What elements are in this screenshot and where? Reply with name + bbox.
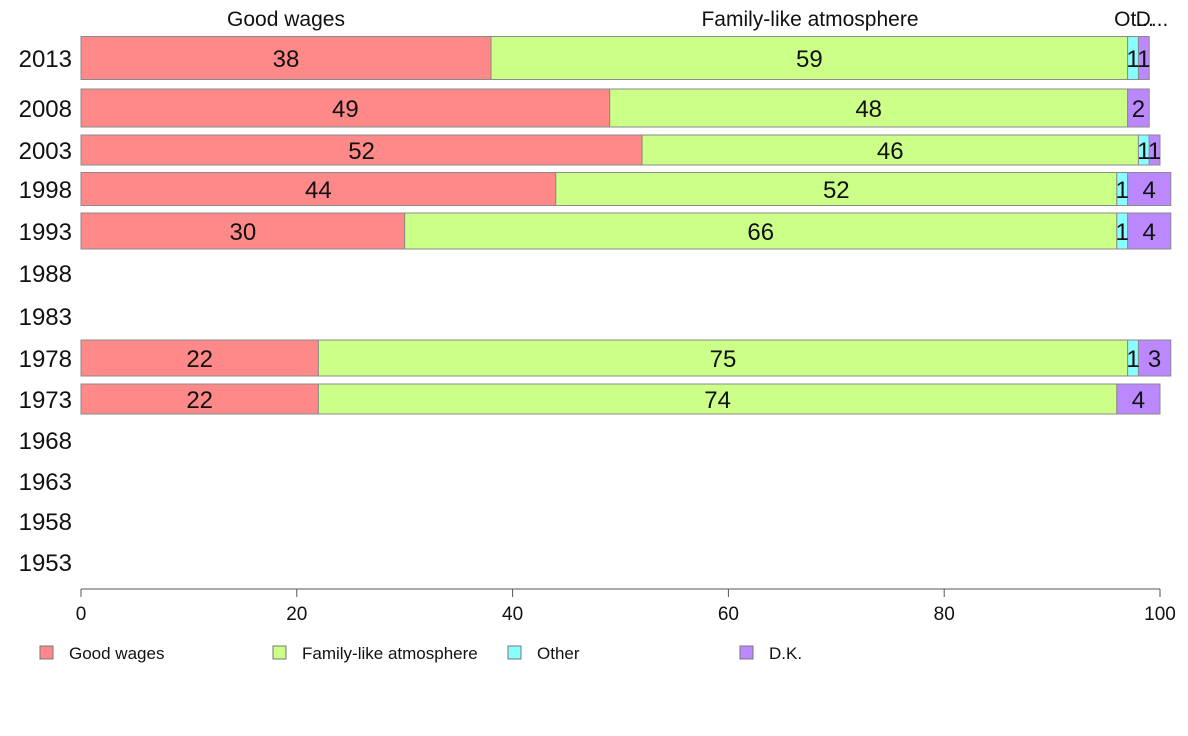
bar-segment xyxy=(555,172,1118,206)
legend-swatch xyxy=(272,645,287,660)
bar-value-label: 30 xyxy=(229,219,256,246)
year-label: 1968 xyxy=(19,428,72,455)
bar-value-label: 4 xyxy=(1143,177,1156,204)
bar-segment xyxy=(1116,383,1161,415)
year-label: 1983 xyxy=(19,304,72,331)
bar-value-label: 66 xyxy=(747,219,774,246)
bar-segment xyxy=(490,36,1129,80)
x-tick-label: 100 xyxy=(1144,604,1176,625)
bar-value-label: 74 xyxy=(704,387,731,414)
bar-segment xyxy=(1127,172,1172,206)
x-tick-label: 60 xyxy=(718,604,739,625)
legend-label: Other xyxy=(537,644,580,663)
bar-segment xyxy=(1137,339,1172,377)
bar-segment xyxy=(80,88,611,128)
bar-value-label: 1 xyxy=(1148,138,1161,165)
x-tick-label: 80 xyxy=(934,604,955,625)
year-label: 1998 xyxy=(19,177,72,204)
bar-value-label: 1 xyxy=(1126,346,1139,373)
bar-value-label: 52 xyxy=(823,177,850,204)
x-tick-label: 0 xyxy=(76,604,87,625)
bar-value-label: 1 xyxy=(1137,46,1150,73)
year-label: 1958 xyxy=(19,509,72,536)
bar-value-label: 44 xyxy=(305,177,332,204)
legend-label: D.K. xyxy=(769,644,802,663)
year-label: 2008 xyxy=(19,96,72,123)
bar-segment xyxy=(1127,88,1150,128)
bar-value-label: 38 xyxy=(273,46,300,73)
year-label: 1988 xyxy=(19,261,72,288)
year-axis-labels: 2013 2008 2003 1998 1993 1988 1983 1978 1973 1968… xyxy=(19,46,72,577)
year-label: 1993 xyxy=(19,219,72,246)
top-label: Family-like atmosphere xyxy=(701,8,918,31)
bar-segment xyxy=(1148,134,1161,166)
bar-segments xyxy=(80,36,1172,415)
bar-segment xyxy=(80,212,406,250)
bar-segment xyxy=(1127,212,1172,250)
bar-value-label: 3 xyxy=(1148,346,1161,373)
top-category-labels: Good wages Family-like atmosphere Ot...D..… xyxy=(227,8,1168,31)
bar-value-label: 2 xyxy=(1132,96,1145,123)
top-label: Good wages xyxy=(227,8,345,31)
bar-value-label: 48 xyxy=(855,96,882,123)
legend-swatch xyxy=(507,645,522,660)
x-tick-label: 40 xyxy=(502,604,523,625)
bar-segment xyxy=(641,134,1139,166)
bar-value-label: 75 xyxy=(710,346,737,373)
bar-value-label: 49 xyxy=(332,96,359,123)
year-label: 1963 xyxy=(19,469,72,496)
bar-segment xyxy=(317,383,1118,415)
x-tick-label: 20 xyxy=(286,604,307,625)
bar-value-label: 59 xyxy=(796,46,823,73)
bar-value-label: 52 xyxy=(348,138,375,165)
bar-value-label: 1 xyxy=(1126,46,1139,73)
legend-swatch xyxy=(739,645,754,660)
legend-label: Family-like atmosphere xyxy=(302,644,478,663)
year-label: 1978 xyxy=(19,346,72,373)
x-axis: 0 20 40 60 80 100 xyxy=(76,588,1176,625)
top-label: Ot... xyxy=(1114,8,1154,31)
bar-value-label: 4 xyxy=(1143,219,1156,246)
legend: Good wages Family-like atmosphere Other D.K… xyxy=(39,644,802,663)
bar-segment xyxy=(1137,36,1150,80)
bar-value-label: 1 xyxy=(1116,177,1129,204)
top-label: D... xyxy=(1136,8,1169,31)
legend-label: Good wages xyxy=(69,644,164,663)
year-label: 1973 xyxy=(19,387,72,414)
year-label: 2003 xyxy=(19,138,72,165)
legend-swatch xyxy=(39,645,54,660)
bar-segment xyxy=(609,88,1129,128)
bar-value-label: 22 xyxy=(186,387,213,414)
bar-value-label: 22 xyxy=(186,346,213,373)
year-label: 1953 xyxy=(19,550,72,577)
bar-value-label: 1 xyxy=(1116,219,1129,246)
year-label: 2013 xyxy=(19,46,72,73)
bar-segment xyxy=(404,212,1118,250)
bar-value-label: 1 xyxy=(1137,138,1150,165)
bar-value-label: 46 xyxy=(877,138,904,165)
bar-value-label: 4 xyxy=(1132,387,1145,414)
bar-segment xyxy=(80,383,319,415)
